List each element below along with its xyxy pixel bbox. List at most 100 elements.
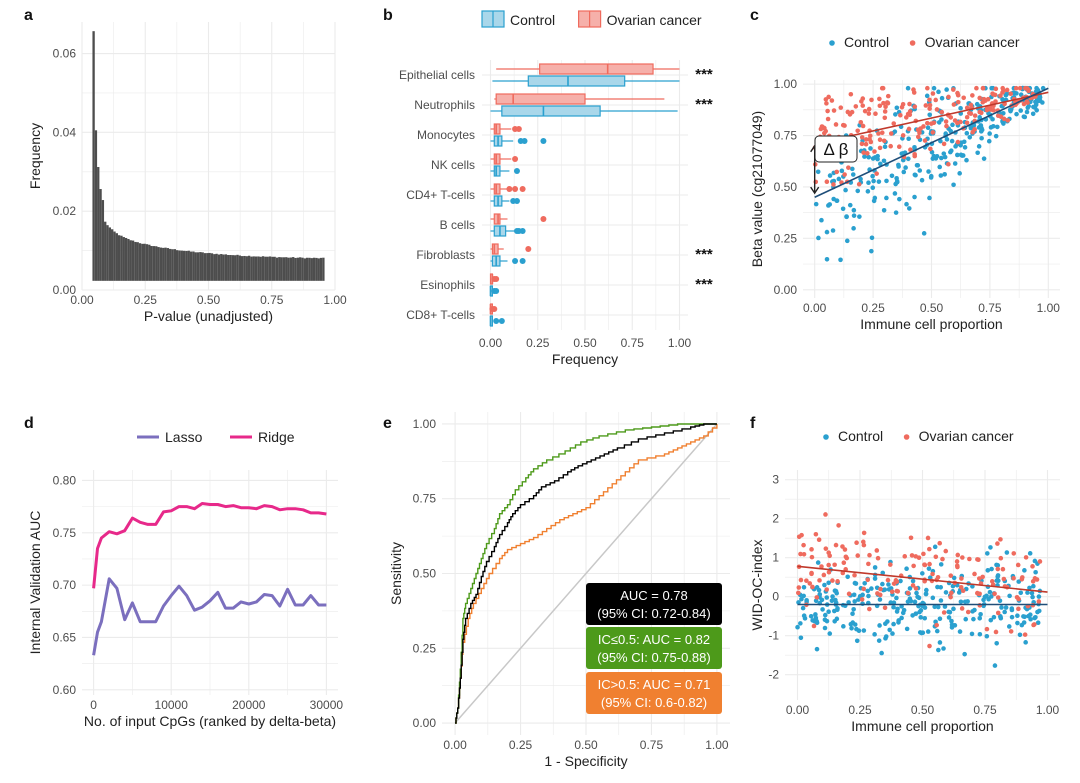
scatter-point-control [938,584,944,590]
box-outlier [512,258,519,264]
histogram-bar [310,258,313,281]
panel-a-histogram: 0.00 0.25 0.50 0.75 1.00 0.00 0.02 0.04 0.06 P-va… [27,22,347,324]
scatter-point-cancer [846,165,851,170]
scatter-point-control [1015,620,1020,626]
scatter-point-control [958,152,964,158]
scatter-point-cancer [965,609,971,615]
scatter-point-cancer [823,546,829,551]
x-tick-label: 0.00 [786,703,810,717]
scatter-point-cancer [1037,559,1043,564]
scatter-point-control [981,597,986,603]
histogram-bar [143,243,146,281]
scatter-point-cancer [902,554,908,559]
scatter-point-control [858,176,863,182]
histogram-bar [101,200,105,281]
histogram-bar [287,257,290,281]
y-tick-label: Epithelial cells [399,68,475,82]
scatter-point-control [938,155,944,161]
scatter-point-control [962,145,968,150]
panel-f-scatter: 0.00 0.25 0.50 0.75 1.00 -2 -1 0 1 2 3 Immune cell … [749,428,1060,734]
scatter-point-control [932,544,938,550]
scatter-point-cancer [811,623,817,629]
scatter-point-cancer [856,181,862,187]
histogram-bar [159,247,163,281]
scatter-point-control [957,171,962,176]
y-tick-label: 0.00 [774,283,798,297]
scatter-point-cancer [980,574,985,580]
histogram-bar [141,243,144,281]
scatter-point-cancer [964,120,970,126]
scatter-point-cancer [819,564,824,569]
scatter-point-control [977,615,983,621]
scatter-point-control [948,149,953,155]
scatter-point-control [913,172,918,178]
scatter-point-cancer [852,572,857,578]
y-tick-label: 0.75 [774,129,798,143]
scatter-point-cancer [796,585,802,590]
y-tick-label: B cells [440,218,475,232]
scatter-point-cancer [860,96,866,101]
scatter-point-cancer [838,105,844,110]
scatter-point-control [1008,108,1013,114]
scatter-point-cancer [995,610,1001,616]
scatter-point-control [879,650,884,656]
scatter-point-control [938,173,944,178]
scatter-point-control [833,597,838,603]
y-tick-label: 0.60 [53,683,77,697]
scatter-point-control [835,607,840,613]
scatter-point-control [976,125,982,130]
y-tick-label: 0.75 [53,526,77,540]
roc-curve-high-ic [455,424,718,724]
scatter-point-control [851,606,856,612]
scatter-point-control [915,594,920,600]
scatter-point-control [851,213,857,218]
scatter-point-cancer [854,540,859,546]
scatter-point-cancer [954,559,960,564]
panel-c-scatter: 0.00 0.25 0.50 0.75 1.00 0.00 0.25 0.50 0.75 1.00… [749,34,1060,332]
histogram-bar [213,254,216,281]
x-axis-title: P-value (unadjusted) [144,308,273,324]
histogram-bar [104,221,107,281]
scatter-point-control [870,185,876,191]
scatter-point-cancer [842,172,847,177]
scatter-point-cancer [955,564,960,570]
y-tick-label: -2 [768,668,779,682]
scatter-point-control [915,163,921,168]
scatter-point-cancer [995,595,1001,600]
histogram-bar [301,257,304,281]
scatter-point-cancer [948,573,954,578]
scatter-point-control [884,195,889,201]
scatter-point-control [893,210,899,215]
histogram-bar [234,255,237,281]
histogram-bar [196,252,200,281]
box-outlier [519,258,526,264]
histogram-bar [285,257,288,281]
scatter-point-control [951,606,956,612]
scatter-point-control [796,600,801,605]
scatter-point-control [840,206,846,212]
scatter-point-control [866,593,871,599]
scatter-point-control [1000,97,1006,103]
histogram-bar [94,130,98,281]
scatter-point-control [993,133,999,139]
scatter-point-control [887,627,892,633]
x-tick-label: 0.25 [848,703,872,717]
scatter-point-control [827,631,833,636]
histogram-bar [229,255,232,281]
scatter-point-control [831,178,837,184]
histogram-bar [171,249,174,281]
scatter-point-cancer [906,126,912,132]
x-tick-label: 0.00 [70,293,94,307]
scatter-point-cancer [826,562,831,568]
scatter-point-cancer [880,85,886,91]
histogram-bar [227,254,230,281]
scatter-point-control [967,135,973,140]
y-tick-label: 1.00 [413,417,437,431]
histogram-bar [180,250,183,281]
scatter-point-control [912,194,917,200]
panel-label-e: e [383,415,392,432]
scatter-point-cancer [928,146,933,152]
box-outlier [491,306,498,312]
scatter-point-cancer [944,123,949,129]
